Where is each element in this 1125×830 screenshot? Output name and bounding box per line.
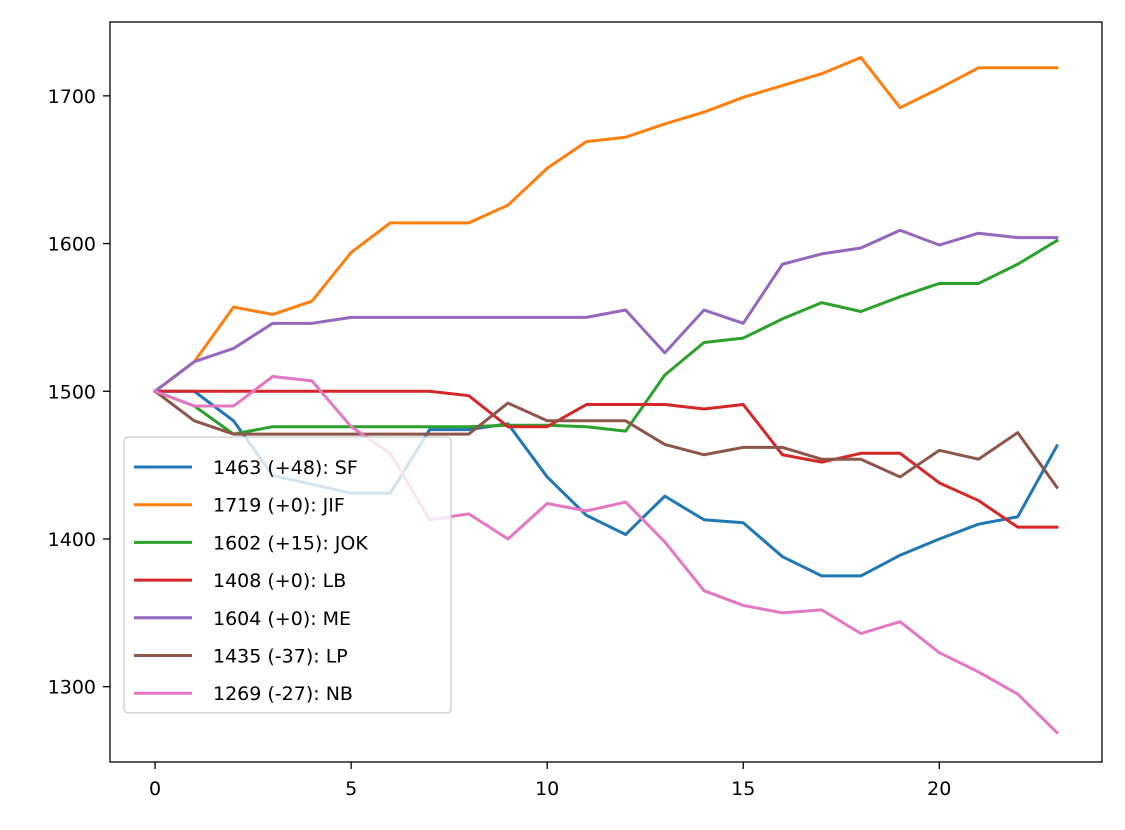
legend-box xyxy=(123,436,452,714)
series-line-4 xyxy=(152,228,1059,394)
series-line-5 xyxy=(152,389,1060,490)
legend-label-1: 1719 (+0): JIF xyxy=(213,495,345,517)
legend-label-5: 1435 (-37): LP xyxy=(213,646,348,668)
legend-label-4: 1604 (+0): ME xyxy=(213,608,351,630)
series-line-6 xyxy=(153,374,1060,735)
y-tick-label: 1400 xyxy=(48,529,96,551)
legend-label-6: 1269 (-27): NB xyxy=(213,683,353,705)
x-tick-label: 0 xyxy=(149,778,161,800)
legend-label-3: 1408 (+0): LB xyxy=(213,570,346,592)
series-line-3 xyxy=(153,389,1059,529)
x-tick-label: 10 xyxy=(535,778,559,800)
plot-frame xyxy=(109,21,1103,763)
legend: 1463 (+48): SF 1719 (+0): JIF 1602 (+15): … xyxy=(123,436,452,714)
series-line-2 xyxy=(153,238,1059,436)
y-tick-label: 1500 xyxy=(48,381,96,403)
legend-label-2: 1602 (+15): JOK xyxy=(213,532,368,554)
y-axis: 1300 1400 1500 1600 1700 xyxy=(48,86,110,699)
y-tick-label: 1300 xyxy=(48,677,96,699)
x-axis: 0 5 10 15 20 xyxy=(149,762,951,800)
series-line-1 xyxy=(152,55,1059,394)
legend-label-0: 1463 (+48): SF xyxy=(213,457,358,479)
x-tick-label: 15 xyxy=(731,778,755,800)
x-tick-label: 5 xyxy=(345,778,357,800)
y-tick-label: 1600 xyxy=(48,234,96,256)
y-tick-label: 1700 xyxy=(48,86,96,108)
x-tick-label: 20 xyxy=(927,778,951,800)
